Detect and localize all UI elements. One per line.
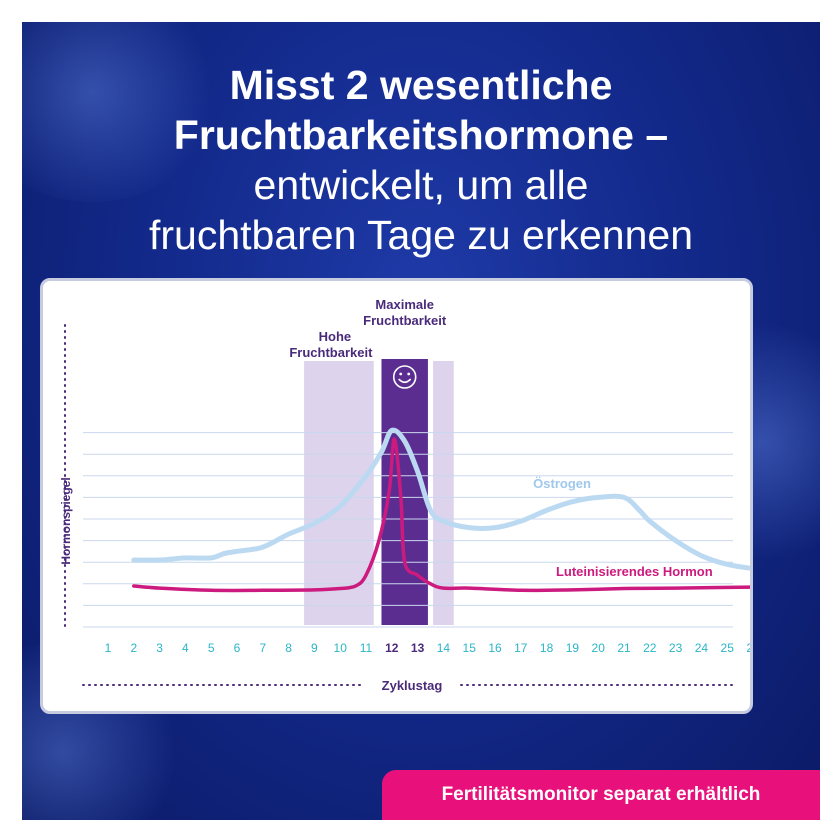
high-band-label: Hohe [319, 329, 352, 344]
x-tick-label: 17 [514, 641, 528, 655]
x-tick-label: 4 [182, 641, 189, 655]
x-tick-label: 21 [617, 641, 631, 655]
high-fertility-band [433, 361, 454, 625]
x-tick-label: 15 [463, 641, 477, 655]
estrogen-series-label: Östrogen [533, 476, 591, 491]
x-tick-label: 14 [437, 641, 451, 655]
smiley-part [399, 372, 403, 376]
chart-card: Hormonspiegel Hohe Fruchtbarkeit Maximale Fr… [40, 278, 753, 714]
x-tick-label: 22 [643, 641, 657, 655]
x-tick-label: 18 [540, 641, 554, 655]
headline-line-2: Fruchtbarkeitshormone – [173, 112, 669, 158]
x-axis-label: Zyklustag [382, 678, 443, 693]
smiley-part [407, 372, 411, 376]
estrogen-line [131, 427, 750, 571]
x-tick-label: 13 [411, 641, 425, 655]
high-band-label: Fruchtbarkeit [289, 345, 373, 360]
headline-line-1: Misst 2 wesentliche [229, 62, 613, 108]
x-tick-label: 25 [721, 641, 735, 655]
peak-band-label: Fruchtbarkeit [363, 313, 447, 328]
lh-line [132, 437, 750, 593]
x-tick-label: 26 [746, 641, 750, 655]
availability-badge: Fertilitätsmonitor separat erhältlich [382, 770, 820, 820]
x-tick-label: 9 [311, 641, 318, 655]
peak-band-label: Maximale [375, 297, 434, 312]
lh-series-label: Luteinisierendes Hormon [556, 564, 713, 579]
x-tick-label: 7 [259, 641, 266, 655]
x-tick-label: 2 [130, 641, 137, 655]
x-tick-label: 24 [695, 641, 709, 655]
smiley-part [392, 365, 417, 389]
x-tick-label: 5 [208, 641, 215, 655]
x-tick-label: 16 [488, 641, 502, 655]
high-fertility-band [304, 361, 374, 625]
hormone-chart: HormonspiegelHoheFruchtbarkeitMaximaleFr… [59, 297, 750, 693]
x-tick-label: 19 [566, 641, 580, 655]
x-tick-label: 12 [385, 641, 399, 655]
x-tick-label: 3 [156, 641, 163, 655]
x-tick-label: 11 [360, 641, 373, 655]
x-tick-label: 20 [592, 641, 606, 655]
badge-text: Fertilitätsmonitor separat erhältlich [441, 784, 761, 805]
x-tick-label: 23 [669, 641, 683, 655]
smiley-part [398, 378, 412, 384]
smiley-icon [392, 365, 417, 389]
headline-line-3: entwickelt, um alle [253, 162, 589, 208]
x-tick-label: 1 [105, 641, 112, 655]
headline: Misst 2 wesentliche Fruchtbarkeitshormon… [22, 60, 820, 260]
x-tick-label: 6 [234, 641, 241, 655]
x-tick-label: 10 [334, 641, 348, 655]
y-axis-label: Hormonspiegel [59, 477, 73, 564]
x-tick-label: 8 [285, 641, 292, 655]
headline-line-4: fruchtbaren Tage zu erkennen [148, 212, 693, 258]
